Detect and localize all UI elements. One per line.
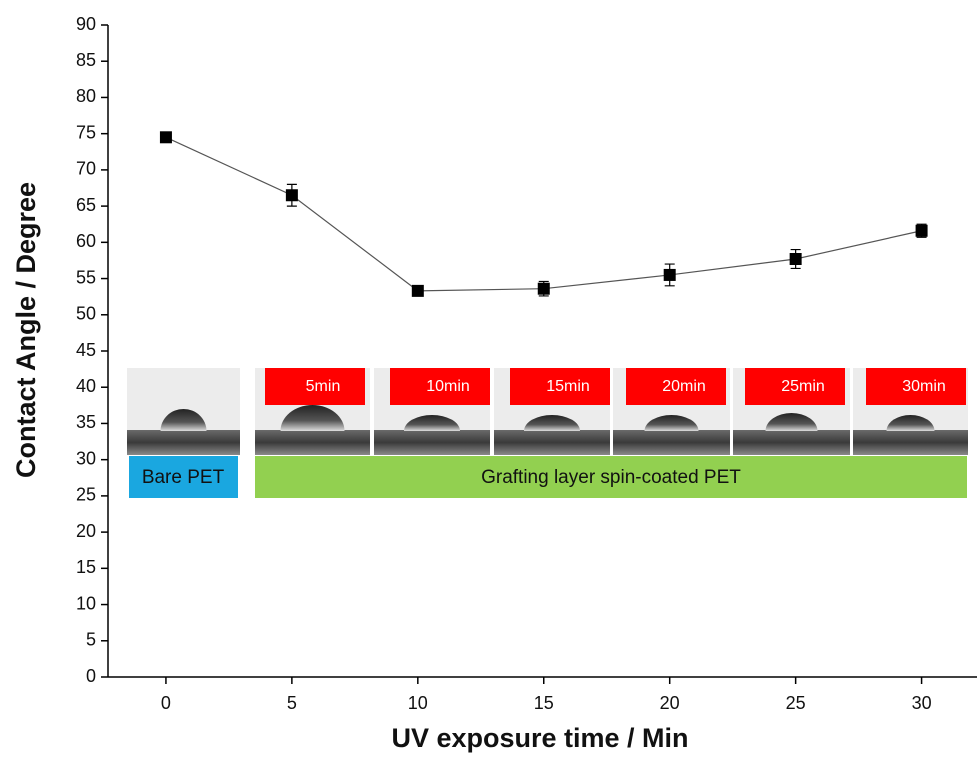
photo-substrate [255, 430, 370, 455]
x-tick-label: 5 [287, 693, 297, 713]
photo-substrate [613, 430, 730, 455]
x-tick-label: 0 [161, 693, 171, 713]
y-axis-title: Contact Angle / Degree [11, 182, 41, 478]
photo-substrate [374, 430, 490, 455]
x-axis-title: UV exposure time / Min [391, 723, 688, 753]
grafted-label: Grafting layer spin-coated PET [481, 467, 741, 488]
data-point [412, 285, 424, 297]
y-tick-label: 55 [76, 267, 96, 287]
data-point [916, 225, 928, 237]
y-tick-label: 80 [76, 86, 96, 106]
droplet-photos: 5min 10min 15min 20min 25min 30min Bare PET Gra… [127, 368, 968, 498]
y-tick-label: 85 [76, 50, 96, 70]
data-point [160, 131, 172, 143]
y-tick-label: 40 [76, 376, 96, 396]
y-tick-label: 75 [76, 122, 96, 142]
y-tick-label: 45 [76, 340, 96, 360]
y-tick-label: 20 [76, 521, 96, 541]
y-tick-label: 90 [76, 14, 96, 34]
data-point [286, 189, 298, 201]
y-tick-label: 25 [76, 485, 96, 505]
photo-substrate [853, 430, 968, 455]
data-point [664, 269, 676, 281]
x-tick-label: 10 [408, 693, 428, 713]
y-tick-label: 30 [76, 448, 96, 468]
photo-substrate [127, 430, 240, 455]
x-tick-label: 25 [786, 693, 806, 713]
data-line [166, 137, 922, 291]
photo-substrate [494, 430, 610, 455]
chart: 5min 10min 15min 20min 25min 30min Bare PET Gra… [0, 0, 977, 758]
data-point [538, 283, 550, 295]
y-tick-label: 50 [76, 304, 96, 324]
photo-label: 30min [902, 378, 946, 395]
data-point [790, 253, 802, 265]
x-tick-label: 30 [912, 693, 932, 713]
x-tick-label: 20 [660, 693, 680, 713]
y-tick-label: 70 [76, 159, 96, 179]
y-tick-label: 0 [86, 666, 96, 686]
photo-label: 10min [426, 378, 470, 395]
y-tick-label: 60 [76, 231, 96, 251]
y-tick-label: 5 [86, 630, 96, 650]
y-tick-label: 35 [76, 412, 96, 432]
y-tick-label: 15 [76, 557, 96, 577]
y-tick-label: 10 [76, 593, 96, 613]
y-tick-label: 65 [76, 195, 96, 215]
photo-label: 5min [306, 378, 341, 395]
x-tick-label: 15 [534, 693, 554, 713]
photo-label: 20min [662, 378, 706, 395]
photo-label: 25min [781, 378, 825, 395]
bare-label: Bare PET [142, 467, 225, 488]
photo-substrate [733, 430, 850, 455]
photo-label: 15min [546, 378, 590, 395]
